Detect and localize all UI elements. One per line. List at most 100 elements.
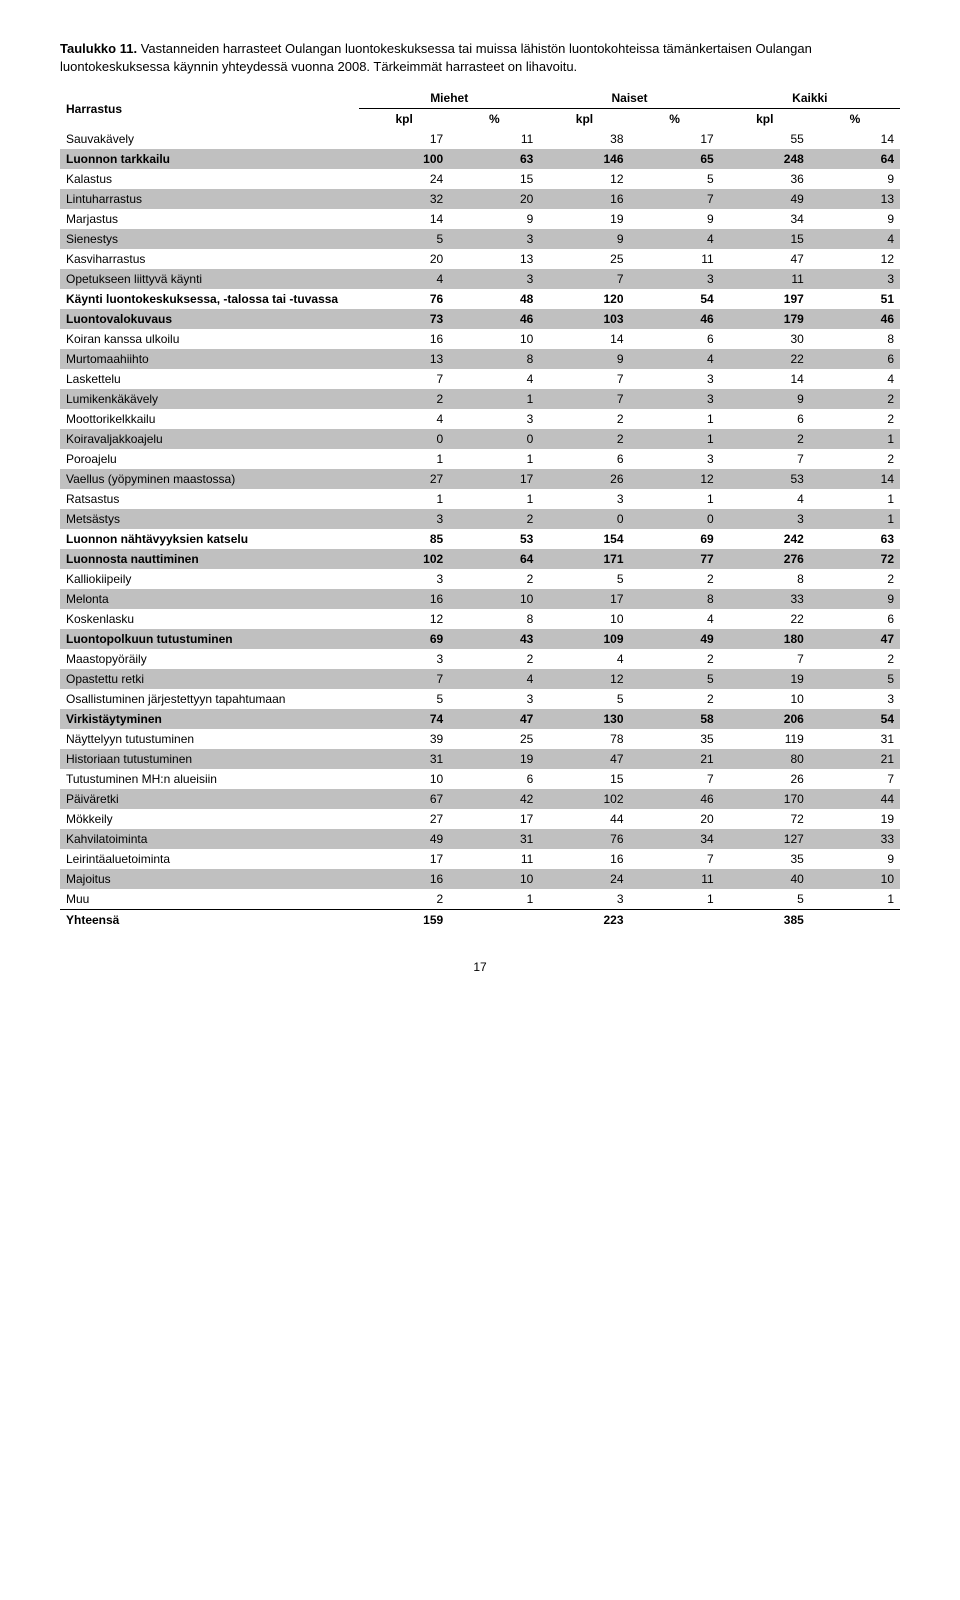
row-label: Tutustuminen MH:n alueisiin bbox=[60, 769, 359, 789]
table-row: Sauvakävely171138175514 bbox=[60, 129, 900, 149]
cell: 42 bbox=[449, 789, 539, 809]
row-label: Lintuharrastus bbox=[60, 189, 359, 209]
cell: 78 bbox=[539, 729, 629, 749]
header-group-miehet: Miehet bbox=[359, 88, 539, 109]
cell: 51 bbox=[810, 289, 900, 309]
row-label: Kasviharrastus bbox=[60, 249, 359, 269]
table-row: Melonta1610178339 bbox=[60, 589, 900, 609]
cell: 242 bbox=[720, 529, 810, 549]
cell: 8 bbox=[630, 589, 720, 609]
cell: 7 bbox=[539, 269, 629, 289]
cell: 0 bbox=[630, 509, 720, 529]
row-label: Maastopyöräily bbox=[60, 649, 359, 669]
cell: 85 bbox=[359, 529, 449, 549]
cell: 6 bbox=[720, 409, 810, 429]
cell: 58 bbox=[630, 709, 720, 729]
row-label: Luonnon nähtävyyksien katselu bbox=[60, 529, 359, 549]
cell: 14 bbox=[810, 129, 900, 149]
cell: 4 bbox=[630, 609, 720, 629]
caption-lead: Taulukko 11. bbox=[60, 41, 137, 56]
cell: 9 bbox=[720, 389, 810, 409]
cell: 0 bbox=[449, 429, 539, 449]
page-number: 17 bbox=[60, 960, 900, 974]
cell: 1 bbox=[359, 449, 449, 469]
table-row: Marjastus149199349 bbox=[60, 209, 900, 229]
cell: 1 bbox=[810, 889, 900, 910]
cell: 2 bbox=[810, 449, 900, 469]
cell: 159 bbox=[359, 910, 449, 931]
cell: 2 bbox=[359, 889, 449, 910]
cell: 12 bbox=[810, 249, 900, 269]
cell: 1 bbox=[449, 889, 539, 910]
cell: 130 bbox=[539, 709, 629, 729]
row-label: Vaellus (yöpyminen maastossa) bbox=[60, 469, 359, 489]
cell: 6 bbox=[449, 769, 539, 789]
table-row: Metsästys320031 bbox=[60, 509, 900, 529]
cell: 32 bbox=[359, 189, 449, 209]
cell: 7 bbox=[810, 769, 900, 789]
cell: 13 bbox=[359, 349, 449, 369]
cell: 16 bbox=[539, 849, 629, 869]
cell: 53 bbox=[449, 529, 539, 549]
cell: 55 bbox=[720, 129, 810, 149]
table-row: Majoitus161024114010 bbox=[60, 869, 900, 889]
cell: 9 bbox=[630, 209, 720, 229]
cell: 179 bbox=[720, 309, 810, 329]
cell: 146 bbox=[539, 149, 629, 169]
cell: 6 bbox=[539, 449, 629, 469]
cell: 46 bbox=[810, 309, 900, 329]
cell: 8 bbox=[810, 329, 900, 349]
cell: 17 bbox=[359, 129, 449, 149]
cell: 2 bbox=[810, 649, 900, 669]
cell: 44 bbox=[539, 809, 629, 829]
cell: 0 bbox=[539, 509, 629, 529]
cell: 206 bbox=[720, 709, 810, 729]
cell: 1 bbox=[810, 489, 900, 509]
cell: 9 bbox=[810, 209, 900, 229]
table-row: Murtomaahiihto13894226 bbox=[60, 349, 900, 369]
header-sub: kpl bbox=[539, 109, 629, 130]
table-row: Kalastus2415125369 bbox=[60, 169, 900, 189]
row-label: Poroajelu bbox=[60, 449, 359, 469]
cell: 9 bbox=[810, 849, 900, 869]
cell: 10 bbox=[359, 769, 449, 789]
cell: 69 bbox=[359, 629, 449, 649]
cell: 14 bbox=[720, 369, 810, 389]
cell: 64 bbox=[449, 549, 539, 569]
cell: 8 bbox=[720, 569, 810, 589]
cell: 4 bbox=[539, 649, 629, 669]
cell: 12 bbox=[359, 609, 449, 629]
cell: 16 bbox=[539, 189, 629, 209]
row-label: Opastettu retki bbox=[60, 669, 359, 689]
cell: 180 bbox=[720, 629, 810, 649]
header-group-naiset: Naiset bbox=[539, 88, 719, 109]
cell: 3 bbox=[630, 369, 720, 389]
table-row: Moottorikelkkailu432162 bbox=[60, 409, 900, 429]
table-row: Lumikenkäkävely217392 bbox=[60, 389, 900, 409]
cell: 16 bbox=[359, 869, 449, 889]
table-row: Tutustuminen MH:n alueisiin106157267 bbox=[60, 769, 900, 789]
cell: 5 bbox=[359, 689, 449, 709]
cell: 6 bbox=[810, 609, 900, 629]
table-row: Koiravaljakkoajelu002121 bbox=[60, 429, 900, 449]
cell: 31 bbox=[449, 829, 539, 849]
cell: 47 bbox=[720, 249, 810, 269]
cell: 30 bbox=[720, 329, 810, 349]
cell: 77 bbox=[630, 549, 720, 569]
row-label: Mökkeily bbox=[60, 809, 359, 829]
table-row: Näyttelyyn tutustuminen3925783511931 bbox=[60, 729, 900, 749]
row-label: Murtomaahiihto bbox=[60, 349, 359, 369]
cell: 4 bbox=[359, 269, 449, 289]
cell: 3 bbox=[449, 269, 539, 289]
cell: 102 bbox=[539, 789, 629, 809]
cell: 19 bbox=[720, 669, 810, 689]
cell: 67 bbox=[359, 789, 449, 809]
cell: 15 bbox=[449, 169, 539, 189]
cell: 3 bbox=[539, 489, 629, 509]
cell: 1 bbox=[449, 449, 539, 469]
cell: 5 bbox=[630, 669, 720, 689]
header-sub: % bbox=[810, 109, 900, 130]
cell: 17 bbox=[449, 809, 539, 829]
cell: 127 bbox=[720, 829, 810, 849]
cell: 2 bbox=[630, 689, 720, 709]
